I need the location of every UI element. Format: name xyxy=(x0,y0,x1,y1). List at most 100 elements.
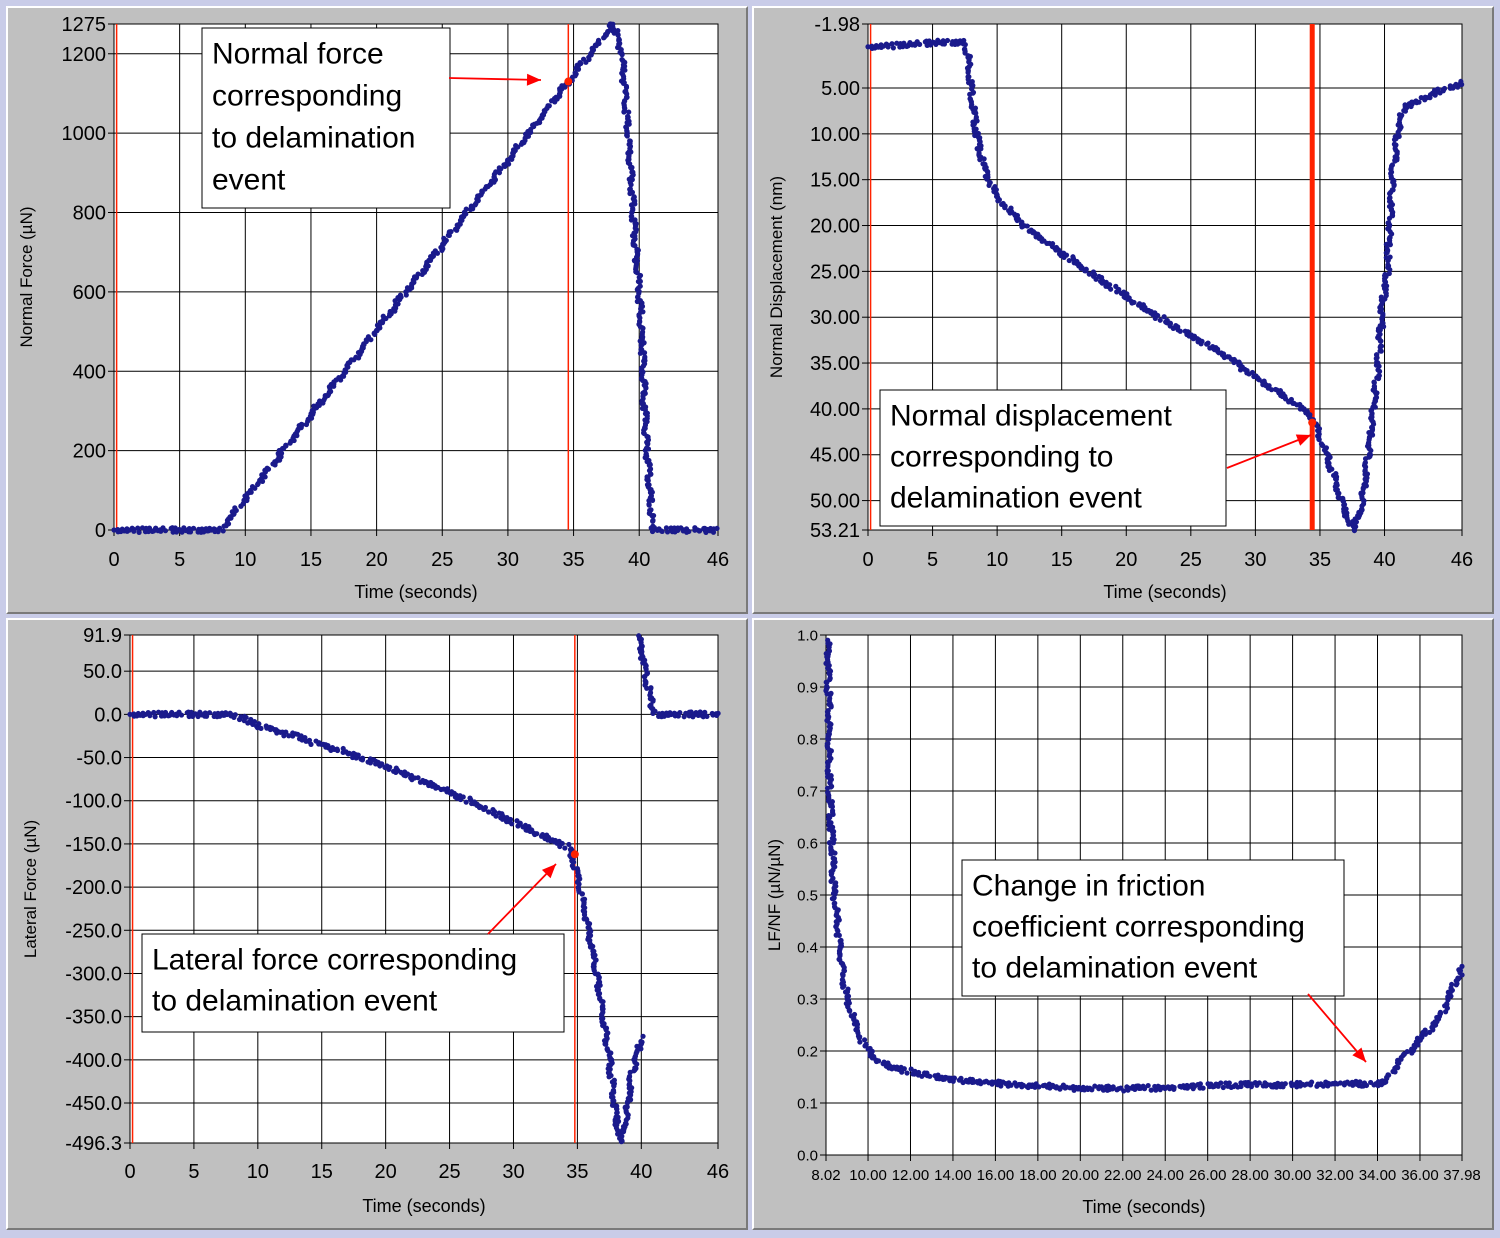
data-point xyxy=(889,41,895,47)
data-point xyxy=(305,418,311,424)
data-series xyxy=(823,637,1465,1094)
data-point xyxy=(463,206,469,212)
data-point xyxy=(828,755,834,762)
y-tick-label: 15.00 xyxy=(810,170,860,192)
data-point xyxy=(601,1021,607,1027)
x-tick-label: 34.00 xyxy=(1359,1167,1397,1184)
y-tick-label: -400.0 xyxy=(65,1050,122,1072)
y-tick-label: 200 xyxy=(73,441,106,463)
data-point xyxy=(1141,1086,1148,1092)
data-point xyxy=(830,890,837,897)
data-point xyxy=(1385,247,1391,254)
data-point xyxy=(625,116,631,122)
annotation-text: Normal displacement xyxy=(890,400,1172,433)
data-point xyxy=(252,485,258,491)
data-point xyxy=(1394,155,1400,161)
x-tick-label: 25 xyxy=(431,549,453,571)
y-tick-label: 10.00 xyxy=(810,124,860,146)
y-tick-label: 1.0 xyxy=(797,627,818,644)
x-tick-label: 0 xyxy=(108,549,119,571)
data-point xyxy=(546,103,552,109)
data-point xyxy=(1422,1027,1428,1033)
annotation-box xyxy=(201,27,451,209)
data-point xyxy=(1386,203,1393,210)
data-point xyxy=(172,525,178,531)
data-point xyxy=(619,50,625,56)
data-point xyxy=(1358,491,1364,497)
x-tick-label: 18.00 xyxy=(1019,1167,1057,1184)
data-point xyxy=(974,146,981,152)
data-point xyxy=(836,932,842,938)
data-point xyxy=(1387,195,1393,201)
data-point xyxy=(509,821,515,827)
data-point xyxy=(1092,271,1098,278)
data-point xyxy=(515,144,521,150)
data-point xyxy=(522,137,528,144)
data-point xyxy=(834,927,840,933)
data-point xyxy=(697,709,703,715)
data-point xyxy=(1389,187,1395,193)
data-point xyxy=(962,42,968,48)
data-point xyxy=(827,751,833,757)
data-point xyxy=(1404,105,1410,111)
y-tick-label: -450.0 xyxy=(65,1093,122,1115)
data-point xyxy=(1353,519,1360,525)
event-marker xyxy=(564,77,573,86)
data-point xyxy=(623,1121,629,1127)
data-point xyxy=(321,397,327,403)
data-point xyxy=(646,482,652,488)
data-point xyxy=(977,157,983,163)
data-point xyxy=(591,966,597,972)
data-point xyxy=(570,865,577,871)
data-point xyxy=(1238,1083,1244,1090)
data-point xyxy=(686,528,692,535)
data-point xyxy=(993,187,999,193)
data-point xyxy=(225,521,232,527)
data-point xyxy=(1422,1031,1429,1037)
data-point xyxy=(1148,1087,1154,1093)
x-tick-label: 35 xyxy=(1309,549,1331,571)
data-point xyxy=(831,904,838,910)
data-point xyxy=(506,161,512,167)
data-point xyxy=(581,911,588,918)
data-point xyxy=(1121,1088,1127,1094)
data-point xyxy=(409,285,415,291)
data-point xyxy=(1362,468,1368,474)
data-point xyxy=(1100,1087,1107,1093)
data-point xyxy=(1404,1049,1410,1055)
data-point xyxy=(965,68,971,74)
data-point xyxy=(331,381,337,387)
data-point xyxy=(325,743,331,749)
data-point xyxy=(677,710,683,716)
data-point xyxy=(1089,1087,1095,1093)
data-point xyxy=(1226,1080,1232,1086)
data-point xyxy=(1199,338,1205,344)
data-point xyxy=(840,973,846,979)
x-axis-label: Time (seconds) xyxy=(354,582,477,602)
data-point xyxy=(372,331,378,338)
data-point xyxy=(697,528,703,534)
data-point xyxy=(642,455,648,461)
data-point xyxy=(1333,476,1339,482)
x-tick-label: 46 xyxy=(707,1161,729,1183)
data-series xyxy=(636,633,721,720)
data-point xyxy=(986,182,992,189)
data-point xyxy=(621,76,627,82)
data-point xyxy=(596,974,602,981)
x-tick-label: 10 xyxy=(986,549,1008,571)
data-point xyxy=(643,384,649,390)
data-point xyxy=(1449,987,1455,993)
data-point xyxy=(614,1110,620,1116)
data-point xyxy=(1329,466,1335,472)
y-tick-label: -300.0 xyxy=(65,963,122,985)
data-point xyxy=(1323,445,1330,451)
data-point xyxy=(233,507,239,514)
arrow-head xyxy=(1295,434,1311,446)
data-point xyxy=(1454,980,1460,987)
x-tick-label: 30 xyxy=(1244,549,1266,571)
data-point xyxy=(637,297,643,304)
data-point xyxy=(832,850,838,856)
x-tick-label: 25 xyxy=(1180,549,1202,571)
data-point xyxy=(566,841,572,848)
